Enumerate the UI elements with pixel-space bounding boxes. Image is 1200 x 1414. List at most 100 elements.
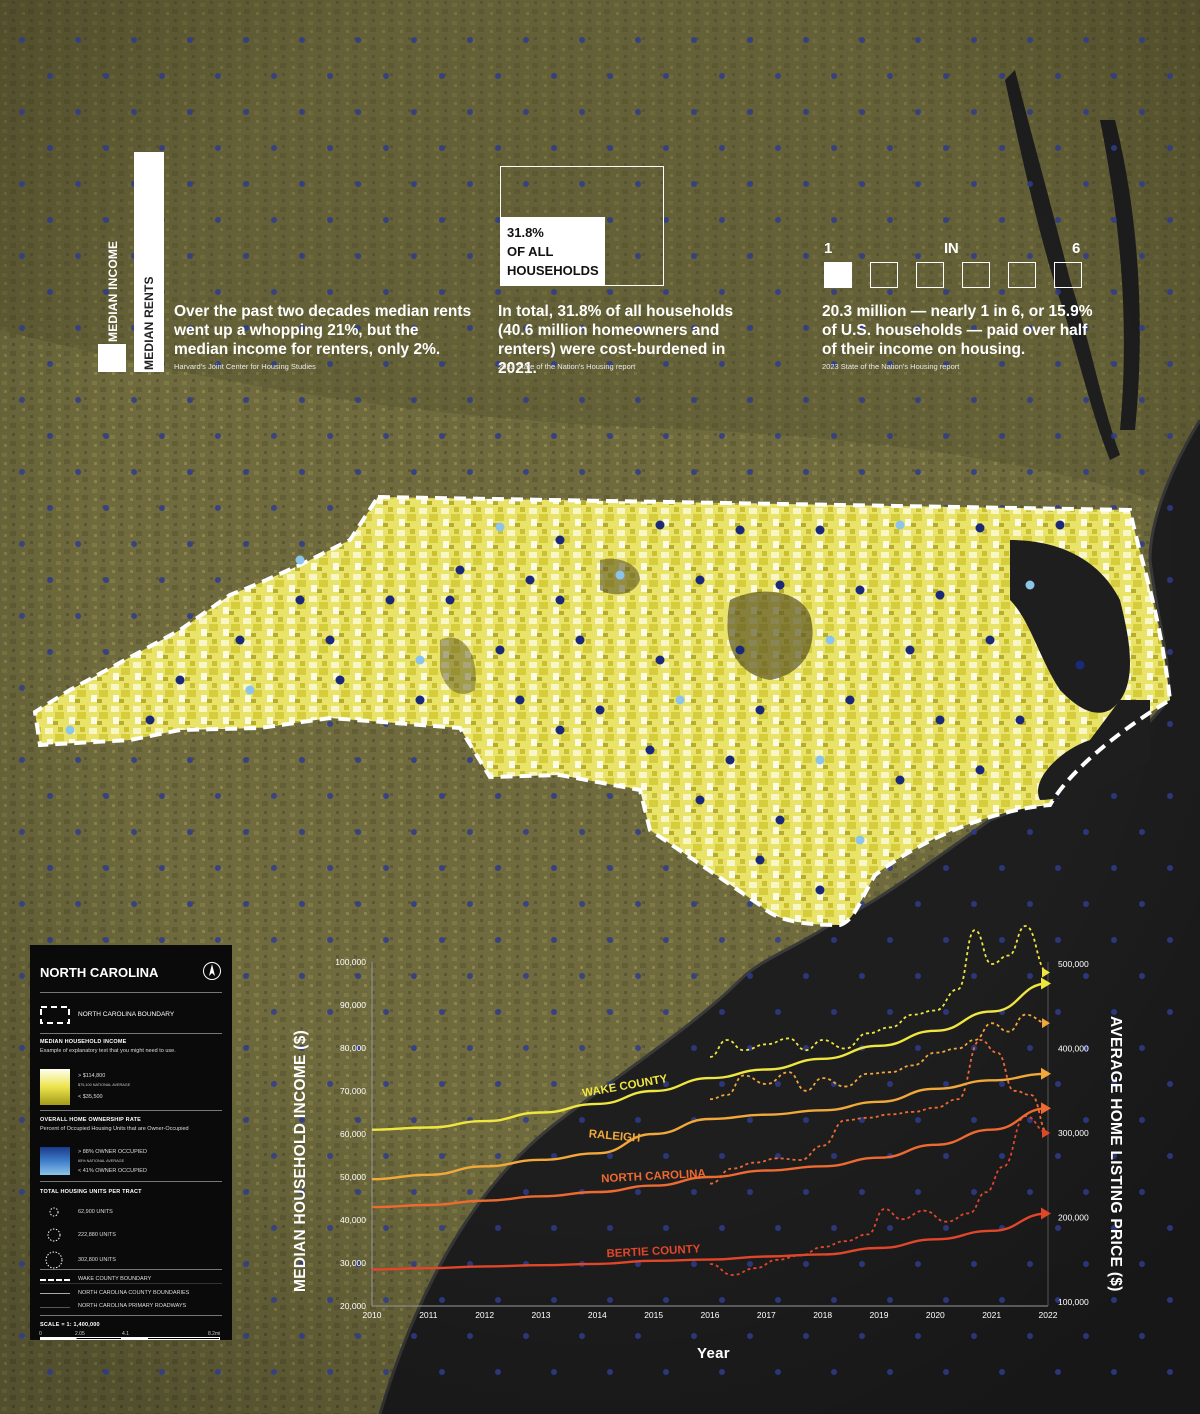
ownership-dot (75, 541, 81, 547)
nc-tract-dot (695, 795, 705, 805)
ownership-dot (271, 217, 277, 223)
y-right-tick: 200,000 (1058, 1213, 1089, 1223)
ownership-dot (803, 37, 809, 43)
ownership-dot (299, 37, 305, 43)
price-series-line (709, 1039, 1049, 1185)
ownership-dot (355, 397, 361, 403)
ownership-dot (243, 1261, 249, 1267)
ownership-dot (1111, 1225, 1117, 1231)
ownership-dot (551, 1153, 557, 1159)
ownership-dot (719, 73, 725, 79)
ownership-dot (999, 433, 1005, 439)
ownership-dot (495, 865, 501, 871)
ownership-dot (75, 397, 81, 403)
ownership-dot (1083, 1045, 1089, 1051)
income-series-arrow (1041, 977, 1051, 990)
ownership-dot (775, 145, 781, 151)
ownership-dot (1167, 1369, 1173, 1375)
background-ownership-dots (19, 37, 1173, 1375)
ownership-dot (1167, 577, 1173, 583)
ownership-dot (439, 73, 445, 79)
legend-income-nat: $75,100 NATIONAL AVERAGE (78, 1083, 131, 1087)
income-series-arrow (1041, 1067, 1051, 1080)
ownership-dot (551, 73, 557, 79)
ownership-dot (663, 1009, 669, 1015)
price-series-line (709, 925, 1049, 1058)
ownership-dot (495, 361, 501, 367)
ownership-dot (859, 325, 865, 331)
legend-own-heading: OVERALL HOME OWNERSHIP RATE (40, 1117, 142, 1123)
ownership-dot (215, 505, 221, 511)
ownership-dot (1111, 1369, 1117, 1375)
ownership-dot (943, 1081, 949, 1087)
ownership-dot (943, 1009, 949, 1015)
ownership-dot (1027, 1045, 1033, 1051)
ownership-dot (607, 145, 613, 151)
ownership-dot (103, 289, 109, 295)
ownership-dot (215, 793, 221, 799)
ownership-dot (383, 1153, 389, 1159)
ownership-dot (355, 1045, 361, 1051)
ownership-dot (831, 1153, 837, 1159)
ownership-dot (75, 757, 81, 763)
y-left-tick: 80,000 (340, 1043, 366, 1053)
ownership-dot (523, 1333, 529, 1339)
ownership-dot (579, 1333, 585, 1339)
ownership-dot (971, 829, 977, 835)
legend-own-high: > 88% OWNER OCCUPIED (78, 1149, 147, 1155)
y-left-tick: 70,000 (340, 1086, 366, 1096)
nc-tract-dot (975, 523, 985, 533)
ownership-dot (971, 325, 977, 331)
ownership-dot (299, 541, 305, 547)
ownership-dot (299, 325, 305, 331)
ownership-dot (579, 901, 585, 907)
x-tick: 2021 (982, 1310, 1001, 1320)
ownership-dot (775, 361, 781, 367)
ownership-dot (523, 397, 529, 403)
ownership-dot (971, 37, 977, 43)
empty-square (1008, 262, 1036, 288)
median-income-bar (98, 344, 126, 372)
ownership-dot (159, 145, 165, 151)
ownership-dot (271, 361, 277, 367)
ownership-dot (47, 1369, 53, 1375)
ownership-dot (1111, 361, 1117, 367)
ownership-dot (355, 1189, 361, 1195)
ownership-dot (1055, 1153, 1061, 1159)
ownership-dot (915, 1045, 921, 1051)
y-left-tick: 20,000 (340, 1301, 366, 1311)
price-series-line (709, 1115, 1049, 1276)
ownership-dot (691, 469, 697, 475)
ownership-dot (1055, 937, 1061, 943)
ownership-dot (607, 1009, 613, 1015)
ownership-dot (859, 469, 865, 475)
income-series-arrow (1041, 1102, 1051, 1115)
ownership-dot (187, 253, 193, 259)
ownership-dot (1055, 1297, 1061, 1303)
ownership-dot (187, 37, 193, 43)
legend-title: NORTH CAROLINA (40, 965, 159, 980)
x-tick: 2018 (813, 1310, 832, 1320)
ownership-dot (943, 865, 949, 871)
ownership-dot (1111, 145, 1117, 151)
ownership-dot (1167, 1081, 1173, 1087)
scale-tick-2: 4.1 (122, 1331, 129, 1337)
ownership-dot (47, 217, 53, 223)
ownership-dot (327, 865, 333, 871)
ownership-dot (915, 397, 921, 403)
ownership-dot (439, 217, 445, 223)
ownership-dot (831, 289, 837, 295)
ownership-dot (1083, 1261, 1089, 1267)
ownership-dot (383, 1225, 389, 1231)
ownership-dot (327, 1225, 333, 1231)
ownership-dot (467, 901, 473, 907)
ownership-dot (383, 1297, 389, 1303)
ownership-dot (887, 73, 893, 79)
ownership-dot (299, 253, 305, 259)
ownership-dot (467, 397, 473, 403)
ownership-dot (663, 361, 669, 367)
ownership-dot (719, 937, 725, 943)
ownership-dot (467, 1189, 473, 1195)
ownership-dot (327, 1297, 333, 1303)
one-label: 1 (824, 240, 833, 257)
